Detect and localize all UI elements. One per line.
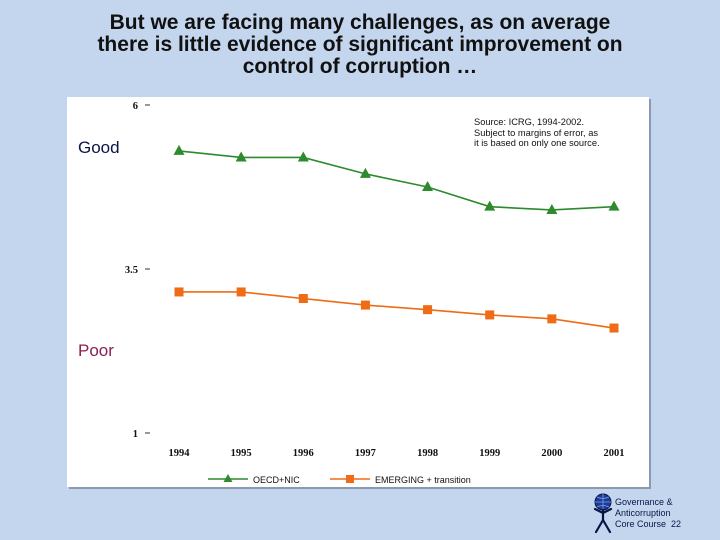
source-note: Source: ICRG, 1994-2002. Subject to marg… [474, 117, 646, 149]
globe-person-icon [593, 493, 613, 534]
data-point [484, 200, 496, 211]
data-point [298, 294, 308, 304]
legend-label: EMERGING + transition [375, 475, 471, 485]
data-point [422, 181, 434, 191]
x-tick-label: 1999 [479, 448, 500, 459]
data-point [173, 144, 185, 155]
title-line-3: control of corruption … [242, 55, 478, 78]
data-point [423, 305, 433, 315]
y-tick-label: 1 [133, 429, 138, 440]
legend-label: OECD+NIC [253, 475, 300, 485]
footer-line-1: Governance & [615, 497, 673, 507]
data-point [235, 151, 247, 162]
page-number: 22 [671, 519, 682, 529]
series-line [178, 150, 615, 211]
source-line-1: Source: ICRG, 1994-2002. [474, 117, 585, 127]
data-point [360, 300, 370, 310]
data-point [547, 314, 557, 324]
footer-line-3: Core Course 22 [615, 519, 715, 530]
footer-credit: Governance & Anticorruption Core Course … [615, 497, 715, 530]
data-point [485, 310, 495, 320]
x-tick-label: 1996 [293, 448, 314, 459]
data-point [297, 151, 309, 162]
data-point [609, 323, 619, 333]
legend-marker [346, 475, 354, 483]
x-tick-label: 1994 [169, 448, 191, 459]
poor-label: Poor [78, 341, 114, 360]
data-point [608, 200, 620, 211]
good-label: Good [78, 138, 120, 157]
course-name: Core Course [615, 519, 667, 529]
data-point [236, 287, 246, 297]
x-tick-label: 1997 [355, 448, 376, 459]
x-tick-label: 2001 [604, 448, 625, 459]
y-tick-label: 3.5 [125, 265, 138, 276]
title-line-1: But we are facing many challenges, as on… [109, 11, 611, 34]
legend-marker [223, 474, 233, 482]
source-line-3: it is based on only one source. [474, 138, 600, 148]
data-point [546, 203, 558, 214]
slide-title: But we are facing many challenges, as on… [20, 12, 700, 78]
x-tick-label: 1995 [231, 448, 252, 459]
x-tick-label: 1998 [417, 448, 438, 459]
title-line-2: there is little evidence of significant … [97, 33, 623, 56]
chart-panel [67, 97, 649, 487]
data-point [359, 167, 371, 178]
x-tick-label: 2000 [541, 448, 562, 459]
series-line [179, 291, 615, 329]
footer-line-2: Anticorruption [615, 508, 671, 518]
data-point [174, 287, 184, 297]
y-tick-label: 6 [133, 101, 138, 112]
source-line-2: Subject to margins of error, as [474, 127, 599, 138]
